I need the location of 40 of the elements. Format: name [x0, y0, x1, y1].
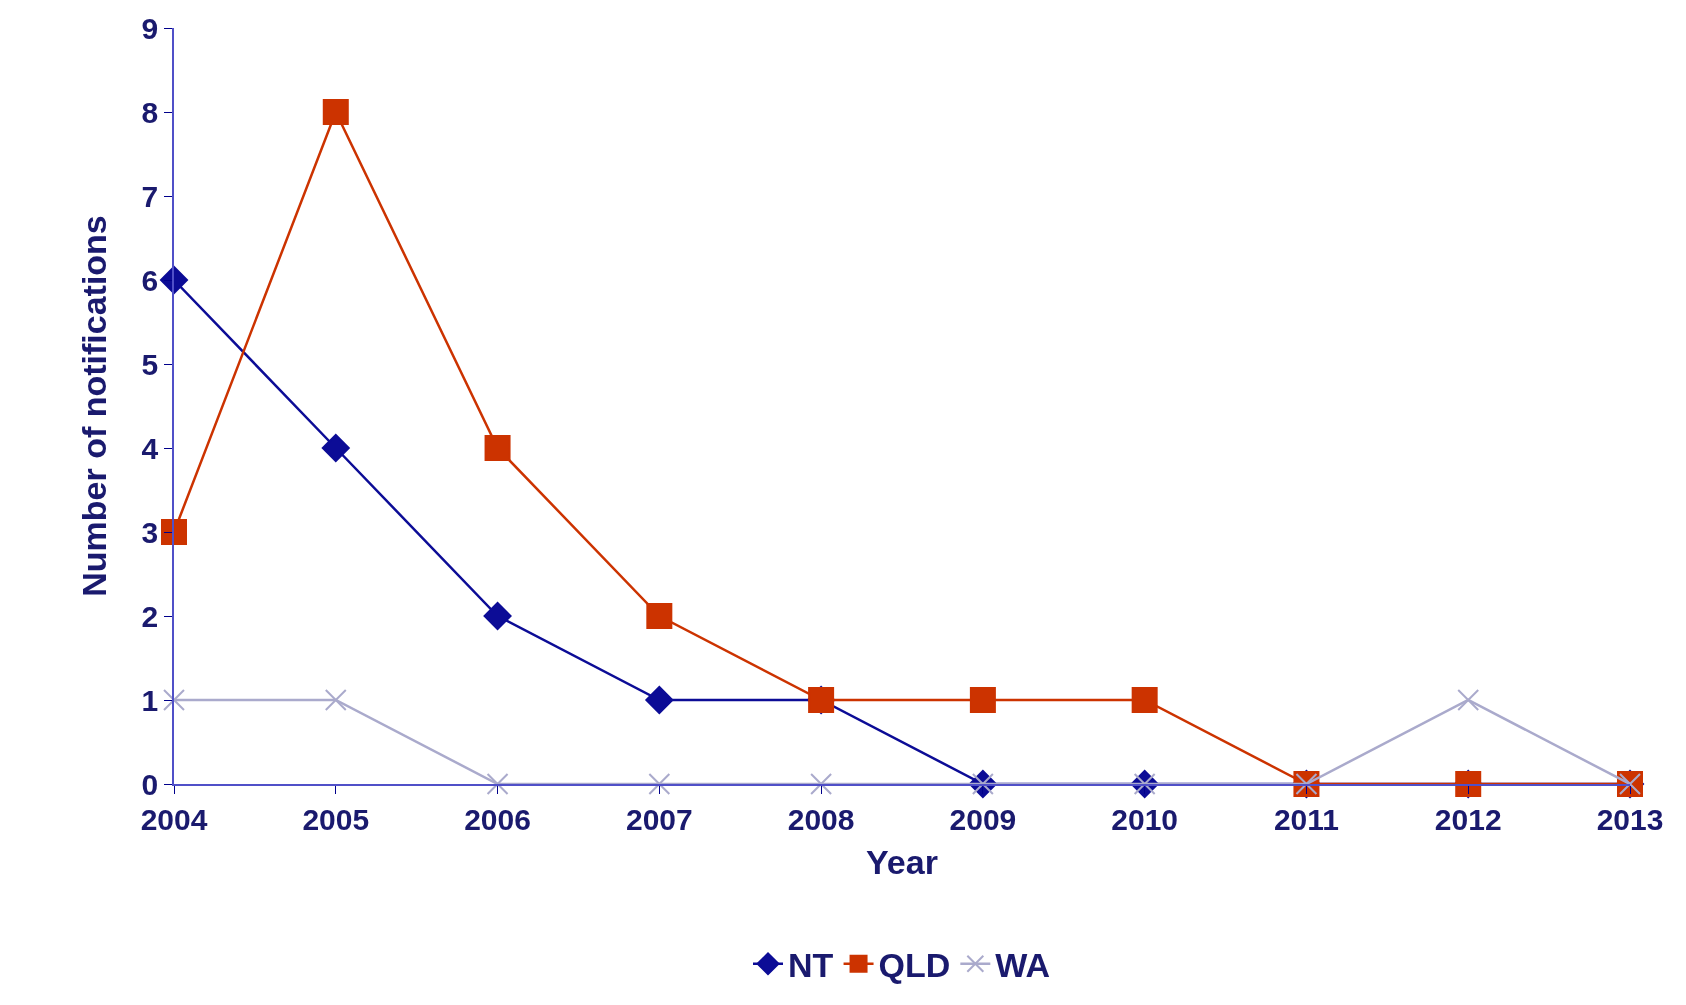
x-tick-label: 2007 [625, 802, 693, 836]
x-tick-label: 2008 [787, 802, 855, 836]
y-tick-label: 4 [141, 431, 159, 465]
y-tick-label: 6 [141, 263, 159, 297]
y-tick-label: 5 [141, 347, 159, 381]
y-tick-label: 0 [141, 767, 159, 801]
x-tick-label: 2011 [1273, 802, 1339, 836]
point [645, 686, 674, 714]
y-axis-title: Number of notifications [74, 215, 113, 597]
y-tick-label: 8 [141, 95, 159, 129]
x-tick-label: 2009 [949, 802, 1017, 836]
point [969, 687, 996, 713]
point [324, 689, 347, 711]
point [1131, 687, 1158, 713]
legend-label: NT [788, 946, 834, 985]
x-tick-label: 2013 [1596, 802, 1664, 836]
x-tick-label: 2010 [1111, 802, 1179, 836]
y-tick-label: 1 [141, 683, 159, 717]
point [646, 603, 673, 629]
point [321, 434, 350, 462]
x-axis-title: Year [866, 842, 938, 881]
point [322, 99, 349, 125]
point [486, 773, 509, 795]
point [810, 773, 833, 795]
x-tick-label: 2004 [140, 802, 208, 836]
point [163, 689, 185, 711]
point [484, 435, 511, 461]
point [483, 602, 512, 630]
legend-label: WA [995, 946, 1051, 985]
point [1457, 689, 1480, 711]
point [161, 519, 187, 545]
x-tick-label: 2005 [302, 802, 370, 836]
y-tick-label: 9 [141, 11, 159, 45]
point [648, 773, 671, 795]
legend-label: QLD [878, 946, 951, 985]
y-tick-label: 7 [141, 179, 159, 213]
y-tick-label: 2 [141, 599, 159, 633]
y-tick-label: 3 [141, 515, 159, 549]
x-tick-label: 2012 [1434, 802, 1502, 836]
x-tick-label: 2006 [464, 802, 531, 836]
